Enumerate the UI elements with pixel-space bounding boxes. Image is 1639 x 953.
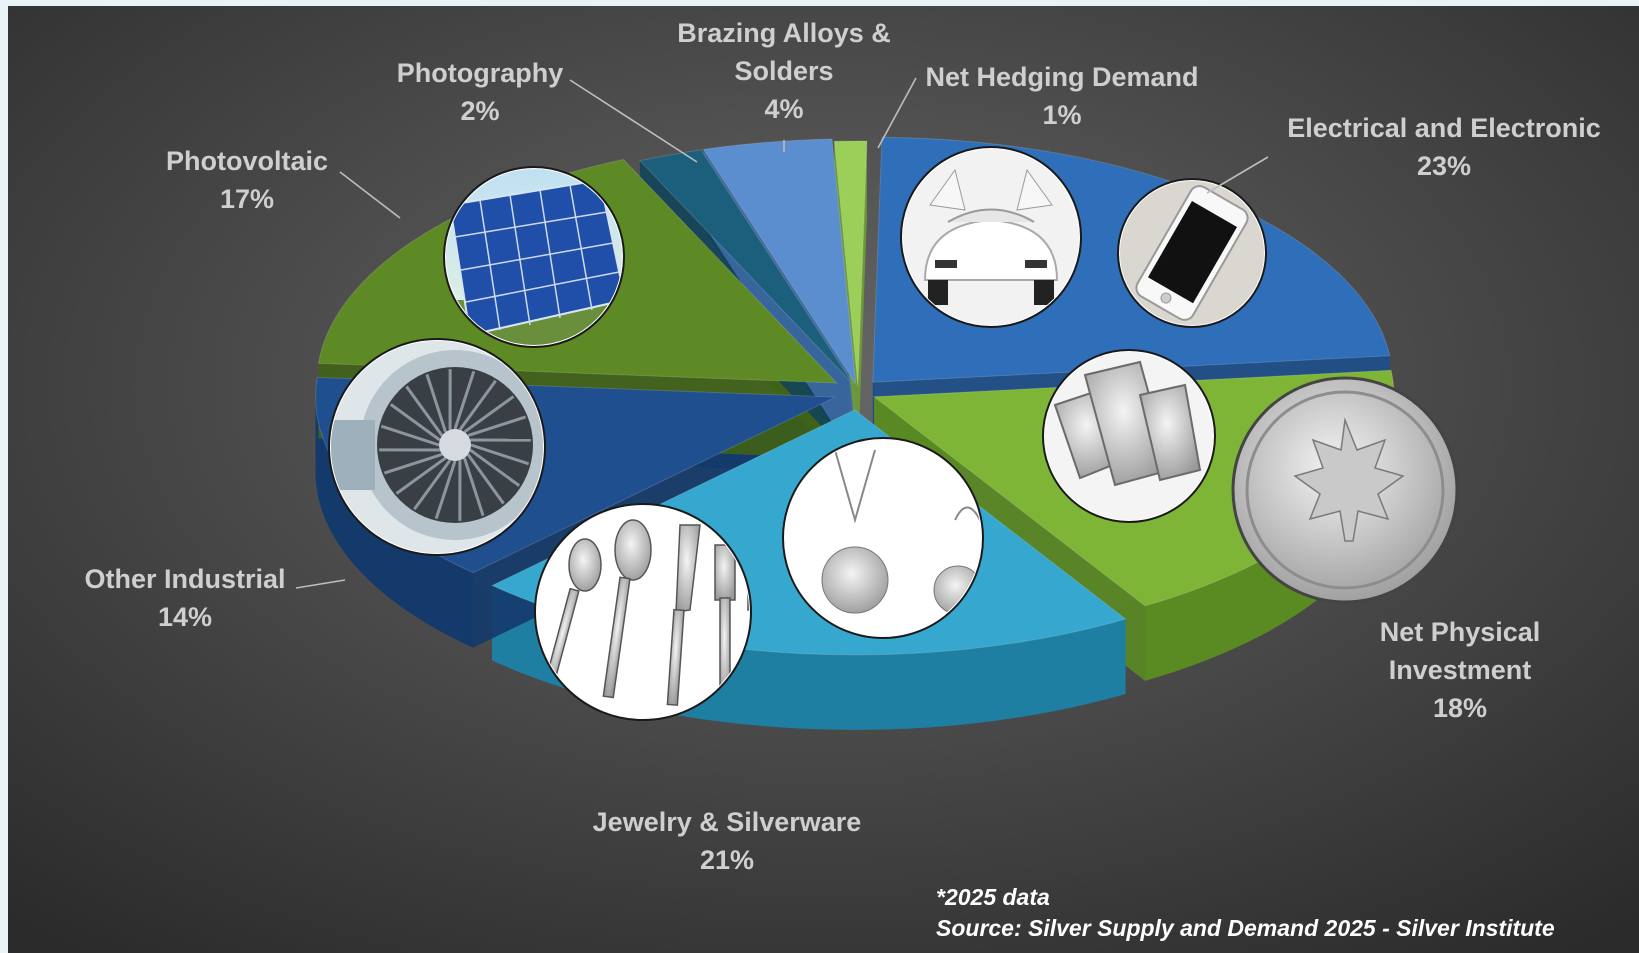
slice-label-7: Net Hedging Demand [925, 62, 1198, 92]
note-data-year: *2025 data [936, 884, 1050, 910]
leader-lines [295, 77, 1269, 589]
note-source: Source: Silver Supply and Demand 2025 - … [936, 915, 1555, 941]
slice-pct-label-5: 2% [460, 96, 499, 126]
leader-line-4 [339, 171, 401, 219]
leader-line-7 [877, 77, 917, 149]
leader-line-5 [569, 79, 698, 163]
pie-slice-5 [638, 149, 854, 385]
silver-bars-photo [1042, 349, 1216, 523]
slice-label-4: Photovoltaic [166, 146, 328, 176]
leader-line-3 [295, 579, 346, 589]
slice-pct-label-4: 17% [220, 184, 274, 214]
slice-pct-label-2: 21% [700, 845, 754, 875]
silver-coin-photo [1231, 376, 1459, 604]
slice-pct-label-6: 4% [764, 94, 803, 124]
slice-pct-label-7: 1% [1042, 100, 1081, 130]
slice-label-3: Other Industrial [84, 564, 285, 594]
slice-label-6: Brazing Alloys & [677, 18, 891, 48]
leader-line-0 [1206, 156, 1269, 194]
slice-pct-label-0: 23% [1417, 151, 1471, 181]
slice-label-1: Investment [1389, 655, 1532, 685]
slice-label-2: Jewelry & Silverware [593, 807, 862, 837]
slice-pct-label-1: 18% [1433, 693, 1487, 723]
pie-slice-7 [833, 140, 868, 387]
pie-slice-6 [702, 138, 857, 384]
slice-label-5: Photography [397, 58, 564, 88]
slice-labels: Electrical and Electronic 23% Net Physical… [84, 18, 1600, 875]
solar-panel-photo [443, 166, 625, 348]
smartphone-photo [1117, 178, 1267, 328]
slice-label-6: Solders [734, 56, 833, 86]
pie-slice-side-3 [315, 397, 474, 648]
slice-pct-label-3: 14% [158, 602, 212, 632]
pie-slice-wall-7-1 [857, 141, 867, 462]
jewelry-and-cutlery-photo [534, 437, 984, 721]
slice-label-0: Electrical and Electronic [1287, 113, 1601, 143]
car-photo [900, 146, 1082, 328]
slice-label-1: Net Physical [1380, 617, 1541, 647]
jet-engine-photo [328, 338, 546, 556]
pie-slice-side-1 [1145, 396, 1395, 681]
